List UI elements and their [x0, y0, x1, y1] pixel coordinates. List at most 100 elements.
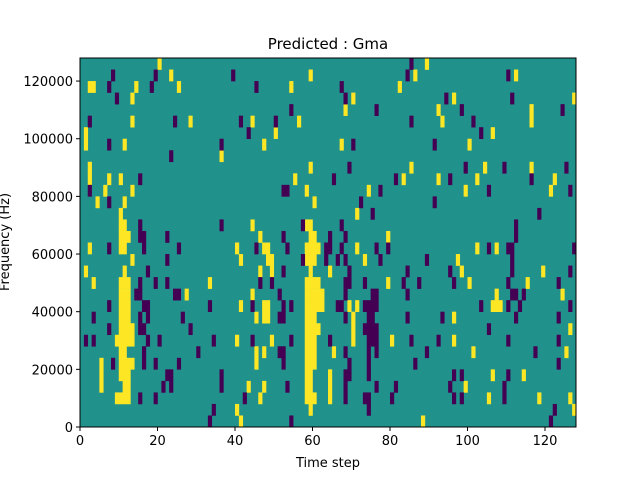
heatmap-cell-positive [304, 219, 313, 232]
heatmap-cell-positive [258, 265, 263, 278]
heatmap-cell-negative [359, 196, 364, 209]
heatmap-cell-positive [118, 207, 123, 220]
heatmap-cell-positive [118, 242, 127, 255]
heatmap-cell-negative [153, 392, 158, 405]
heatmap-cell-negative [444, 92, 449, 105]
heatmap-cell-negative [343, 288, 348, 301]
heatmap-cell-positive [486, 392, 492, 405]
heatmap-cell-negative [502, 380, 507, 393]
heatmap-cell-negative [165, 277, 170, 289]
x-tick-label: 0 [76, 434, 84, 449]
heatmap-cell-positive [107, 173, 112, 186]
heatmap-cell-positive [262, 311, 271, 324]
heatmap-cell-positive [537, 392, 542, 405]
heatmap-cell-negative [409, 115, 414, 128]
heatmap-cell-positive [184, 288, 189, 301]
heatmap-cell-negative [417, 277, 422, 289]
heatmap-cell-positive [266, 254, 275, 266]
heatmap-cell-negative [374, 346, 379, 359]
heatmap-cell-negative [556, 357, 561, 370]
heatmap-cell-positive [328, 265, 333, 278]
heatmap-cell-negative [219, 138, 224, 151]
heatmap-cell-positive [529, 161, 534, 174]
heatmap-cell-negative [506, 300, 511, 312]
heatmap-cell-negative [269, 277, 275, 289]
heatmap-cell-positive [238, 300, 244, 312]
heatmap-cell-positive [390, 334, 395, 347]
heatmap-cell-positive [304, 346, 317, 359]
y-tick-label: 60000 [32, 248, 73, 263]
heatmap-cell-positive [564, 346, 569, 359]
x-tick-label: 60 [304, 434, 321, 449]
heatmap-cell-negative [343, 369, 352, 382]
heatmap-cell-positive [103, 184, 108, 197]
heatmap-cell-positive [122, 196, 127, 209]
heatmap-cell-negative [432, 196, 437, 209]
heatmap-cell-positive [304, 323, 321, 336]
heatmap-cell-negative [479, 127, 484, 140]
heatmap-cell-positive [572, 92, 577, 105]
heatmap-cell-positive [304, 277, 321, 289]
heatmap-cell-positive [514, 69, 519, 82]
heatmap-cell-positive [262, 380, 267, 393]
heatmap-cell-negative [568, 265, 573, 278]
heatmap-cell-negative [405, 288, 410, 301]
heatmap-cell-positive [250, 115, 255, 128]
heatmap-cell-positive [95, 196, 100, 209]
heatmap-cell-negative [452, 369, 457, 382]
heatmap-cell-negative [289, 415, 294, 428]
heatmap-cell-negative [107, 196, 112, 209]
heatmap-cell-negative [165, 230, 170, 243]
heatmap-cell-positive [467, 138, 472, 151]
heatmap-cell-positive [424, 58, 430, 70]
heatmap-cell-negative [335, 300, 344, 312]
heatmap-cell-negative [277, 311, 286, 324]
heatmap-cell-negative [114, 92, 120, 105]
heatmap-cell-negative [149, 81, 154, 93]
heatmap-cell-positive [529, 115, 534, 128]
heatmap-cell-positive [421, 415, 426, 428]
heatmap-cell-positive [118, 346, 127, 359]
heatmap-cell-negative [250, 334, 255, 347]
heatmap-cell-positive [494, 242, 499, 255]
heatmap-cell-negative [339, 81, 344, 93]
heatmap-cell-negative [362, 392, 371, 405]
heatmap-cell-negative [165, 254, 170, 266]
heatmap-cell-negative [556, 277, 561, 289]
heatmap-cell-negative [324, 242, 333, 255]
heatmap-cell-negative [459, 369, 464, 382]
heatmap-cell-negative [401, 277, 406, 289]
heatmap-cell-negative [459, 104, 464, 116]
heatmap-cell-positive [525, 277, 530, 289]
heatmap-cell-positive [568, 392, 573, 405]
heatmap-cell-negative [142, 242, 147, 255]
heatmap-cell-positive [304, 369, 313, 382]
heatmap-cell-negative [362, 323, 379, 336]
heatmap-cell-negative [506, 369, 511, 382]
y-tick-label: 80000 [32, 190, 73, 205]
heatmap-cell-positive [269, 334, 275, 347]
heatmap-cell-negative [548, 415, 554, 428]
heatmap-cell-negative [176, 357, 182, 370]
heatmap-cell-negative [529, 173, 534, 186]
y-axis-label: Frequency (Hz) [0, 193, 13, 291]
heatmap-cell-positive [188, 115, 193, 128]
heatmap-cell-positive [328, 380, 333, 393]
heatmap-cell-negative [173, 288, 182, 301]
heatmap-cell-positive [118, 219, 127, 232]
heatmap-cell-negative [448, 173, 453, 186]
heatmap-cell-negative [328, 230, 333, 243]
heatmap-cell-negative [273, 115, 278, 128]
heatmap-cell-positive [118, 277, 131, 289]
heatmap-cell-positive [238, 415, 244, 428]
heatmap-cell-negative [339, 242, 344, 255]
heatmap-cell-negative [390, 392, 395, 405]
heatmap-cell-negative [409, 334, 414, 347]
heatmap-cell-negative [537, 207, 542, 220]
heatmap-cell-negative [281, 357, 286, 370]
heatmap-cell-positive [99, 369, 104, 382]
heatmap-cell-positive [351, 323, 356, 336]
heatmap-cell-positive [304, 392, 317, 405]
heatmap-cell-negative [138, 173, 143, 186]
heatmap-cell-negative [374, 380, 379, 393]
